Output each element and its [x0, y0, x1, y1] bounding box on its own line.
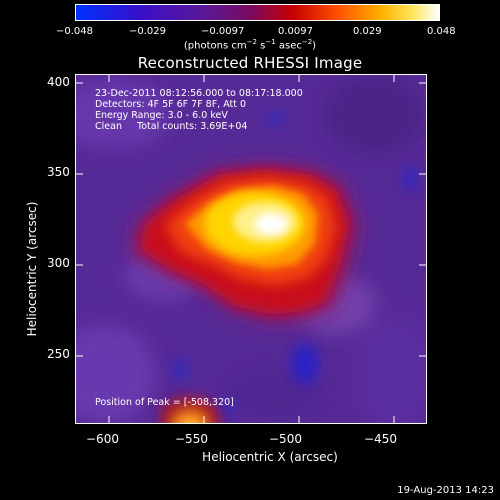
- peak-position-text: Position of Peak = [-508,320]: [95, 397, 234, 408]
- time-range-text: 23-Dec-2011 08:12:56.000 to 08:17:18.000: [95, 88, 303, 99]
- colorbar-tick: 0.0097: [278, 26, 313, 37]
- plot-title: Reconstructed RHESSI Image: [137, 54, 363, 72]
- colorbar-tick: −0.0097: [201, 26, 245, 37]
- rhessi-image-plot: [75, 74, 427, 424]
- y-tick: 400: [47, 75, 70, 89]
- colorbar-unit-label: (photons cm−2 s−1 asec−2): [183, 38, 317, 52]
- clean-counts-text: Clean Total counts: 3.69E+04: [95, 121, 248, 132]
- energy-range-text: Energy Range: 3.0 - 6.0 keV: [95, 110, 228, 121]
- x-tick: −600: [86, 432, 119, 446]
- x-tick: −450: [364, 432, 397, 446]
- y-tick: 250: [47, 347, 70, 361]
- x-axis-label: Heliocentric X (arcsec): [202, 450, 338, 464]
- y-tick: 300: [47, 256, 70, 270]
- colorbar-tick: −0.029: [129, 26, 167, 37]
- colorbar-tick: 0.048: [427, 26, 456, 37]
- x-tick: −500: [269, 432, 302, 446]
- y-tick: 350: [47, 165, 70, 179]
- detectors-text: Detectors: 4F 5F 6F 7F 8F, Att 0: [95, 99, 247, 110]
- date-stamp: 19-Aug-2013 14:23: [397, 485, 494, 496]
- colorbar-tick: −0.048: [56, 26, 94, 37]
- colorbar-tick: 0.029: [353, 26, 382, 37]
- rhessi-image: [75, 74, 427, 424]
- y-axis-label: Heliocentric Y (arcsec): [25, 201, 39, 337]
- x-tick: −550: [175, 432, 208, 446]
- colorbar: [75, 4, 440, 21]
